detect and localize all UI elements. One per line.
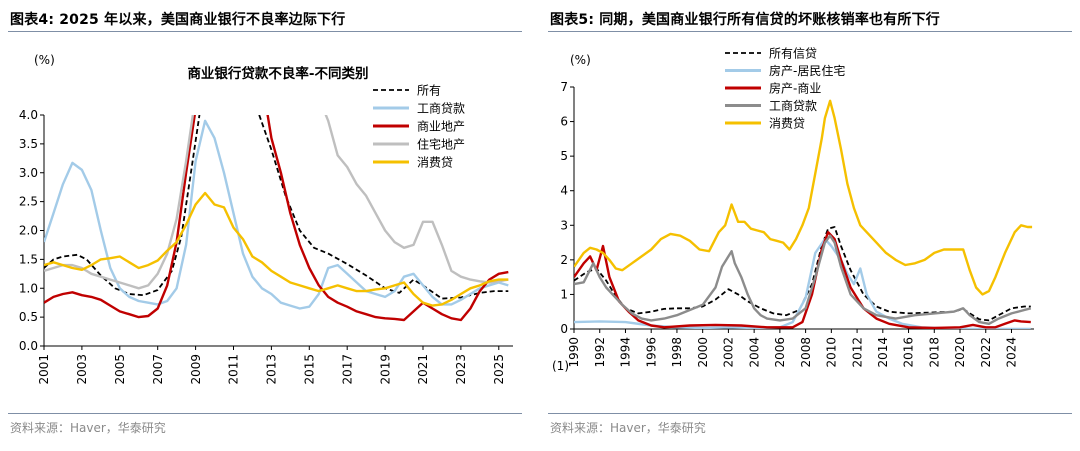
y-tick-label: 1.0 — [19, 281, 38, 295]
left-chart-panel: 图表4: 2025 年以来，美国商业银行不良率边际下行 (%) 商业银行贷款不良率… — [0, 0, 530, 451]
x-tick-label: 2006 — [773, 337, 787, 368]
series-line-5 — [44, 191, 509, 307]
x-tick-label: 2008 — [799, 337, 813, 368]
y-tick-label: 0.0 — [19, 339, 38, 353]
right-source-rule — [548, 413, 1072, 414]
x-tick-label: 1996 — [644, 337, 658, 368]
chart-title: 商业银行贷款不良率-不同类别 — [187, 65, 368, 82]
x-tick-label: 2007 — [151, 354, 165, 385]
series-line-4 — [574, 234, 1032, 325]
x-tick-label: 2024 — [1005, 337, 1019, 368]
legend-label: 工商贷款 — [769, 98, 817, 113]
series-line-2 — [44, 119, 509, 310]
y-tick-label: 2.0 — [19, 224, 38, 238]
y-tick-label: 0.5 — [19, 310, 38, 324]
right-panel-title: 图表5: 同期，美国商业银行所有信贷的坏账核销率也有所下行 — [550, 12, 941, 28]
x-tick-label: 2019 — [378, 354, 392, 385]
x-tick-label: 2010 — [825, 337, 839, 368]
legend-label: 工商贷款 — [417, 101, 465, 116]
x-tick-label: 2017 — [340, 354, 354, 385]
x-tick-label: 2004 — [747, 337, 761, 368]
left-panel-title: 图表4: 2025 年以来，美国商业银行不良率边际下行 — [10, 12, 346, 28]
y-tick-label: 4 — [560, 184, 568, 198]
y-tick-label: 6 — [560, 115, 568, 129]
x-tick-label: 2023 — [454, 354, 468, 385]
y-tick-label: 0 — [560, 322, 568, 336]
legend-label: 所有 — [417, 84, 441, 98]
x-tick-label: 2016 — [902, 337, 916, 368]
right-chargeoff-chart: (%) 0 1 2 3 4 5 6 7 1990 1992 1994 1996 1998 2000 2002 2… — [552, 47, 1034, 373]
legend-label: 所有信贷 — [769, 47, 817, 61]
series-line-4 — [44, 115, 509, 290]
x-tick-label: 1990 — [567, 337, 581, 368]
x-tick-label: 2020 — [953, 337, 967, 368]
right-title-rule — [548, 31, 1072, 32]
legend-label: 房产-居民住宅 — [769, 63, 845, 78]
y-unit-label: (%) — [34, 53, 55, 67]
x-axis-footnote-label: (1) — [552, 359, 569, 373]
y-tick-label: 5 — [560, 149, 568, 163]
legend-label: 消费贷 — [769, 117, 805, 131]
x-tick-label: 1994 — [619, 337, 633, 368]
x-tick-label: 2009 — [189, 354, 203, 385]
y-tick-label: 1 — [560, 287, 568, 301]
left-source-rule — [8, 413, 522, 414]
x-tick-label: 2025 — [492, 354, 506, 385]
y-tick-label: 2 — [560, 253, 568, 267]
y-tick-label: 3.0 — [19, 166, 38, 180]
y-tick-label: 4.0 — [19, 108, 38, 122]
left-source-note: 资料来源：Haver，华泰研究 — [10, 421, 166, 435]
x-tick-label: 2002 — [722, 337, 736, 368]
x-tick-label: 2003 — [75, 354, 89, 385]
x-tick-label: 1998 — [670, 337, 684, 368]
x-tick-label: 2015 — [302, 354, 316, 385]
x-tick-label: 1992 — [593, 337, 607, 368]
y-tick-label: 1.5 — [19, 252, 38, 266]
x-tick-label: 2021 — [416, 354, 430, 385]
legend-label: 消费贷 — [417, 156, 453, 170]
left-npl-chart: (%) 商业银行贷款不良率-不同类别 0.0 0.5 1.0 1.5 2.0 2.5 3.0 3.… — [19, 53, 513, 385]
series-line-5 — [574, 99, 1033, 296]
series-line-3 — [44, 115, 509, 322]
y-tick-label: 3.5 — [19, 137, 38, 151]
series-line-2 — [574, 237, 1031, 329]
x-tick-label: 2013 — [265, 354, 279, 385]
y-tick-label: 7 — [560, 80, 568, 94]
right-source-note: 资料来源：Haver，华泰研究 — [550, 421, 706, 435]
y-tick-label: 3 — [560, 218, 568, 232]
x-tick-label: 2011 — [227, 354, 241, 385]
x-tick-label: 2012 — [850, 337, 864, 368]
legend-label: 房产-商业 — [769, 81, 821, 96]
x-tick-label: 2014 — [876, 337, 890, 368]
x-tick-label: 2000 — [696, 337, 710, 368]
x-tick-label: 2022 — [979, 337, 993, 368]
legend-label: 住宅地产 — [417, 137, 465, 152]
y-tick-label: 2.5 — [19, 195, 38, 209]
left-title-rule — [8, 31, 522, 32]
x-tick-label: 2005 — [113, 354, 127, 385]
y-unit-label: (%) — [570, 53, 591, 67]
x-tick-label: 2001 — [37, 354, 51, 385]
legend-label: 商业地产 — [417, 119, 465, 134]
right-chart-panel: 图表5: 同期，美国商业银行所有信贷的坏账核销率也有所下行 (%) 0 1 2 3 4 5 6… — [540, 0, 1080, 451]
x-tick-label: 2018 — [927, 337, 941, 368]
